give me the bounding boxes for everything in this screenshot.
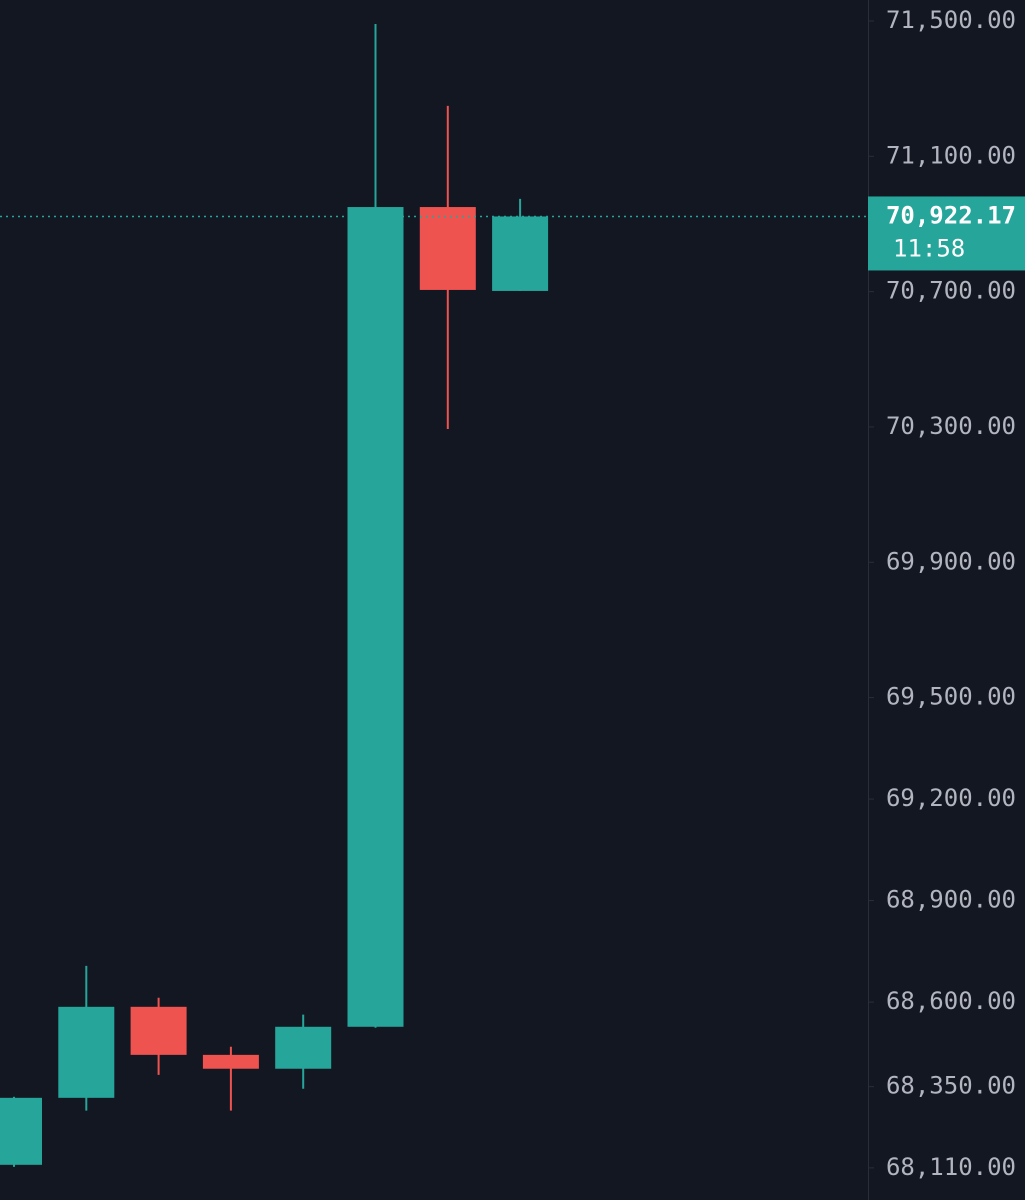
candle-body [130, 1006, 187, 1055]
y-tick-label: 70,300.00 [886, 412, 1016, 440]
y-tick-label: 68,350.00 [886, 1072, 1016, 1100]
candle-body [492, 216, 549, 291]
y-tick-label: 69,500.00 [886, 683, 1016, 711]
y-tick-label: 71,500.00 [886, 6, 1016, 34]
candle-body [419, 207, 476, 290]
candle-body [347, 207, 404, 1027]
candle-body [58, 1006, 115, 1098]
y-tick-label: 69,900.00 [886, 547, 1016, 575]
countdown: 11:58 [893, 234, 965, 262]
y-tick-label: 68,600.00 [886, 987, 1016, 1015]
candle-body [202, 1054, 259, 1069]
candle-body [275, 1026, 332, 1069]
y-tick-label: 68,900.00 [886, 886, 1016, 914]
last-price-label: 70,922.17 [886, 201, 1016, 229]
y-tick-label: 69,200.00 [886, 784, 1016, 812]
y-tick-label: 68,110.00 [886, 1153, 1016, 1181]
candle-body [0, 1097, 42, 1165]
y-tick-label: 70,700.00 [886, 277, 1016, 305]
y-tick-label: 71,100.00 [886, 141, 1016, 169]
last-price-box [868, 196, 1025, 271]
